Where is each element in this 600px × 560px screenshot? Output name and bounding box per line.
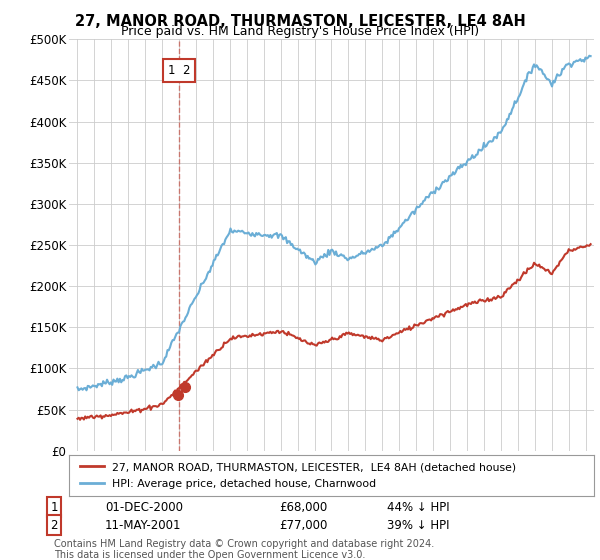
Text: 27, MANOR ROAD, THURMASTON, LEICESTER, LE4 8AH: 27, MANOR ROAD, THURMASTON, LEICESTER, L… xyxy=(74,14,526,29)
Legend: 27, MANOR ROAD, THURMASTON, LEICESTER,  LE4 8AH (detached house), HPI: Average p: 27, MANOR ROAD, THURMASTON, LEICESTER, L… xyxy=(76,458,521,493)
Text: 01-DEC-2000: 01-DEC-2000 xyxy=(105,501,183,514)
Text: 39% ↓ HPI: 39% ↓ HPI xyxy=(387,519,449,532)
Text: £68,000: £68,000 xyxy=(279,501,327,514)
Text: Contains HM Land Registry data © Crown copyright and database right 2024.
This d: Contains HM Land Registry data © Crown c… xyxy=(54,539,434,560)
Text: Price paid vs. HM Land Registry's House Price Index (HPI): Price paid vs. HM Land Registry's House … xyxy=(121,25,479,38)
Text: 1  2: 1 2 xyxy=(168,64,190,77)
Text: 1: 1 xyxy=(50,501,58,514)
Text: 44% ↓ HPI: 44% ↓ HPI xyxy=(387,501,449,514)
Text: £77,000: £77,000 xyxy=(279,519,328,532)
Text: 11-MAY-2001: 11-MAY-2001 xyxy=(105,519,182,532)
Text: 2: 2 xyxy=(50,519,58,532)
